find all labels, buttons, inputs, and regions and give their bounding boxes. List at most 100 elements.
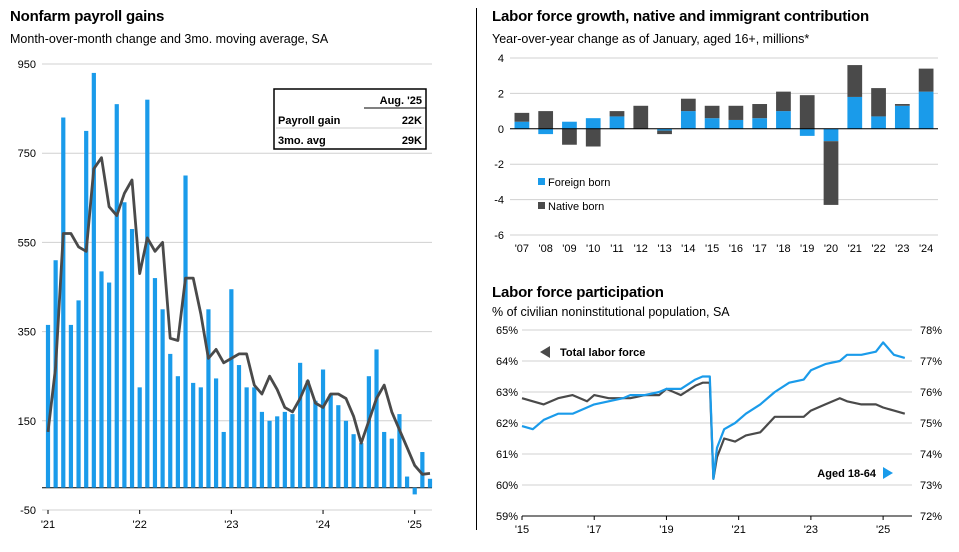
payroll-bar bbox=[343, 420, 349, 488]
laborgrowth-y-tick: 0 bbox=[498, 124, 504, 136]
laborgrowth-x-tick: '22 bbox=[871, 243, 885, 255]
payroll-x-tick: '24 bbox=[316, 519, 330, 531]
laborgrowth-native-bar bbox=[823, 141, 839, 205]
laborgrowth-x-tick: '07 bbox=[515, 243, 529, 255]
payroll-y-tick: 950 bbox=[18, 59, 36, 71]
payroll-bar bbox=[351, 434, 356, 488]
payroll-bar bbox=[229, 289, 234, 488]
payroll-legend-value: 29K bbox=[402, 135, 422, 147]
payroll-bar bbox=[114, 104, 119, 488]
laborgrowth-x-tick: '23 bbox=[895, 243, 909, 255]
payroll-avg-line bbox=[46, 156, 431, 476]
participation-y-right-tick: 76% bbox=[920, 387, 942, 399]
payroll-bar bbox=[137, 387, 142, 488]
participation-x-tick: '19 bbox=[659, 524, 673, 536]
legend-native-label: Native born bbox=[548, 201, 604, 213]
laborgrowth-title: Labor force growth, native and immigrant… bbox=[492, 8, 869, 25]
laborgrowth-y-tick: -2 bbox=[494, 159, 504, 171]
payroll-bar bbox=[107, 282, 112, 488]
laborgrowth-native-bar bbox=[918, 68, 934, 92]
laborgrowth-foreign-bar bbox=[871, 116, 886, 129]
payroll-bar bbox=[313, 400, 318, 488]
payroll-bar bbox=[366, 376, 371, 488]
payroll-subtitle: Month-over-month change and 3mo. moving … bbox=[10, 32, 329, 46]
payroll-bar bbox=[168, 353, 173, 488]
payroll-bar bbox=[397, 414, 402, 488]
payroll-bar bbox=[305, 380, 310, 488]
payroll-bar bbox=[191, 382, 196, 488]
payroll-bar bbox=[275, 416, 280, 488]
laborgrowth-x-tick: '17 bbox=[752, 243, 766, 255]
payroll-bar bbox=[328, 394, 333, 488]
payroll-bar bbox=[45, 324, 51, 488]
legend-native-swatch bbox=[538, 202, 545, 209]
payroll-bar bbox=[183, 175, 188, 488]
laborgrowth-native-bar bbox=[704, 105, 720, 119]
payroll-title: Nonfarm payroll gains bbox=[10, 8, 165, 25]
participation-y-left-tick: 64% bbox=[496, 356, 518, 368]
participation-total-label: Total labor force bbox=[560, 347, 645, 359]
participation-y-right-tick: 73% bbox=[920, 480, 942, 492]
payroll-legend-header: Aug. '25 bbox=[380, 95, 422, 107]
laborgrowth-foreign-bar bbox=[514, 121, 530, 129]
laborgrowth-foreign-bar bbox=[562, 121, 577, 129]
payroll-x-tick: '25 bbox=[408, 519, 422, 531]
laborgrowth-native-bar bbox=[776, 91, 791, 112]
participation-y-right-tick: 78% bbox=[920, 325, 942, 337]
payroll-x-tick: '22 bbox=[133, 519, 147, 531]
laborgrowth-x-tick: '12 bbox=[634, 243, 648, 255]
payroll-bar bbox=[374, 349, 379, 488]
participation-y-left-tick: 63% bbox=[496, 387, 518, 399]
payroll-bar bbox=[84, 130, 89, 488]
laborgrowth-foreign-bar bbox=[918, 91, 934, 129]
participation-aged-line bbox=[521, 341, 906, 480]
laborgrowth-native-bar bbox=[657, 130, 672, 135]
payroll-legend-box bbox=[273, 88, 427, 150]
laborgrowth-subtitle: Year-over-year change as of January, age… bbox=[492, 32, 810, 46]
laborgrowth-x-tick: '09 bbox=[562, 243, 576, 255]
laborgrowth-x-tick: '15 bbox=[705, 243, 719, 255]
laborgrowth-native-bar bbox=[894, 104, 910, 106]
payroll-bar bbox=[152, 278, 158, 488]
participation-y-left-tick: 65% bbox=[496, 325, 518, 337]
laborgrowth-native-bar bbox=[633, 105, 649, 129]
laborgrowth-native-bar bbox=[871, 88, 886, 117]
payroll-bar bbox=[427, 478, 433, 488]
payroll-bar bbox=[244, 387, 249, 488]
laborgrowth-foreign-bar bbox=[585, 118, 601, 129]
payroll-bar bbox=[267, 420, 272, 488]
payroll-legend-label: Payroll gain bbox=[278, 115, 341, 127]
payroll-bar bbox=[389, 438, 394, 488]
payroll-bar bbox=[76, 300, 81, 488]
participation-aged-label: Aged 18-64 bbox=[817, 468, 877, 480]
laborgrowth-x-tick: '11 bbox=[610, 243, 624, 255]
laborgrowth-foreign-bar bbox=[894, 105, 910, 129]
laborgrowth-foreign-bar bbox=[823, 128, 839, 142]
laborgrowth-y-tick: -6 bbox=[494, 230, 504, 242]
payroll-bar bbox=[336, 405, 341, 488]
payroll-x-tick: '21 bbox=[41, 519, 55, 531]
laborgrowth-foreign-bar bbox=[752, 118, 768, 129]
laborgrowth-native-bar bbox=[538, 111, 554, 129]
participation-y-right-tick: 75% bbox=[920, 418, 942, 430]
laborgrowth-native-bar bbox=[799, 95, 815, 129]
panel-divider bbox=[476, 8, 477, 530]
participation-subtitle: % of civilian noninstitutional populatio… bbox=[492, 305, 730, 319]
payroll-bar bbox=[412, 487, 417, 495]
participation-title: Labor force participation bbox=[492, 284, 664, 301]
aged-arrow-icon bbox=[883, 467, 893, 479]
laborgrowth-x-tick: '10 bbox=[586, 243, 600, 255]
payroll-legend-value: 22K bbox=[402, 115, 422, 127]
payroll-bar bbox=[320, 369, 326, 488]
laborgrowth-native-bar bbox=[680, 98, 696, 112]
payroll-bar bbox=[221, 431, 226, 488]
payroll-bar bbox=[91, 72, 96, 488]
payroll-bar bbox=[298, 362, 303, 488]
payroll-bar bbox=[236, 365, 242, 488]
laborgrowth-x-tick: '13 bbox=[657, 243, 671, 255]
laborgrowth-foreign-bar bbox=[847, 96, 863, 129]
laborgrowth-x-tick: '19 bbox=[800, 243, 814, 255]
laborgrowth-native-bar bbox=[752, 104, 768, 119]
payroll-bar bbox=[359, 443, 364, 488]
payroll-y-tick: -50 bbox=[20, 505, 36, 517]
